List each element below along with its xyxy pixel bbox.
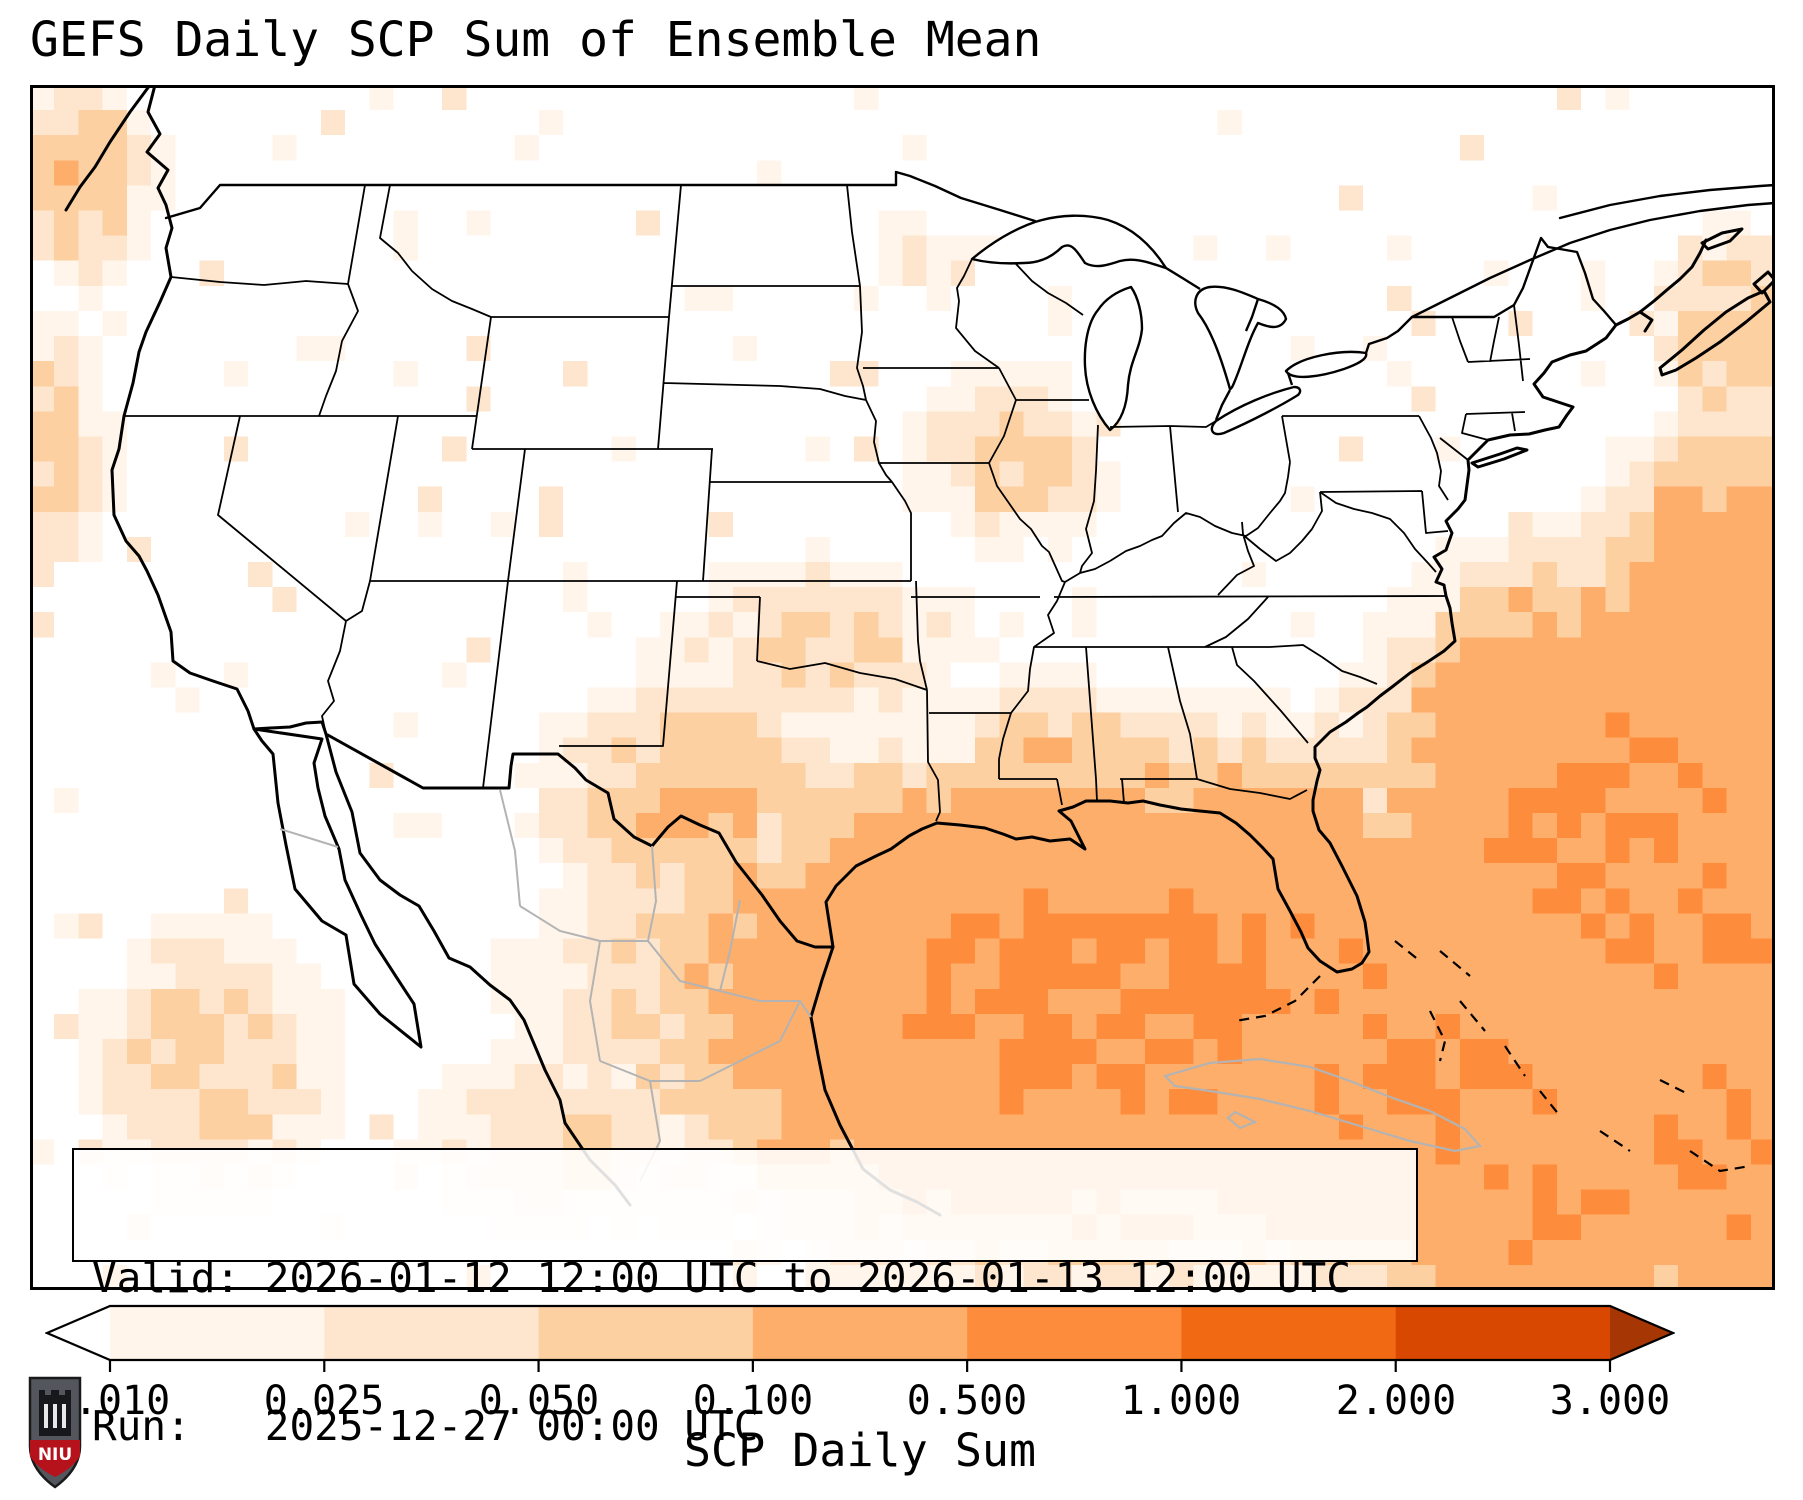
colorbar-segment [1181, 1306, 1397, 1360]
canada-border [164, 170, 1037, 223]
baja-california-coast [252, 727, 423, 1049]
mexico-state-borders [279, 789, 812, 1182]
cuba-coastline [1162, 1057, 1483, 1153]
colorbar-tick-label: 1.000 [1120, 1378, 1242, 1424]
us-mexico-coastline [110, 85, 1642, 974]
great-lakes-layer [970, 214, 1368, 436]
colorbar-tick-label: 0.050 [478, 1378, 600, 1424]
logo-banner [30, 1440, 80, 1477]
lake-ontario [1284, 350, 1368, 379]
colorbar-tick-label: 0.500 [906, 1378, 1028, 1424]
new-brunswick-coast [1638, 238, 1708, 333]
long-island-coast [1470, 446, 1529, 469]
lake-erie [1210, 385, 1302, 436]
page-title: GEFS Daily SCP Sum of Ensemble Mean [30, 12, 1042, 68]
map-svg [64, 85, 1775, 1217]
mexico-pacific-coast [324, 732, 632, 1207]
colorbar-over-arrow [1610, 1306, 1673, 1360]
info-box: Valid: 2026-01-12 12:00 UTC to 2026-01-1… [72, 1148, 1418, 1450]
valid-time-text: Valid: 2026-01-12 12:00 UTC to 2026-01-1… [92, 1254, 1351, 1303]
islands-dashed [1234, 940, 1751, 1173]
northeast-border [1364, 236, 1618, 355]
colorbar-label: SCP Daily Sum [683, 1424, 1037, 1477]
lake-huron [1194, 285, 1288, 391]
colorbar-segment [324, 1306, 540, 1360]
colorbar [45, 1304, 1675, 1372]
state-borders [124, 184, 1531, 822]
colorbar-segment [967, 1306, 1183, 1360]
run-time-text: Run: 2025-12-27 00:00 UTC [92, 1401, 759, 1450]
scp-heatmap [30, 85, 1775, 1290]
lake-superior [970, 214, 1168, 270]
vancouver-island-coast [64, 85, 152, 212]
colorbar-tick-label: 0.025 [263, 1378, 385, 1424]
logo-text: NIU [38, 1445, 72, 1465]
logo-castle-window [53, 1404, 57, 1428]
niu-logo: NIU [28, 1376, 82, 1489]
colorbar-segment [110, 1306, 325, 1360]
colorbar-segment [1395, 1306, 1611, 1360]
colorbar-segment [538, 1306, 754, 1360]
colorbar-segment [752, 1306, 968, 1360]
lake-connectors [1165, 266, 1294, 421]
colorbar-tick-label: 3.000 [1549, 1378, 1671, 1424]
colorbar-tick-label: 2.000 [1335, 1378, 1457, 1424]
logo-castle-window [44, 1404, 48, 1428]
logo-castle-window [62, 1404, 66, 1428]
colorbar-tick-label: 0.100 [692, 1378, 814, 1424]
lake-michigan [1083, 285, 1144, 432]
colorbar-under-arrow [47, 1306, 110, 1360]
st-lawrence-river [1410, 183, 1775, 319]
nova-scotia-coast [1658, 227, 1775, 377]
coastline-layer [64, 85, 1775, 1217]
